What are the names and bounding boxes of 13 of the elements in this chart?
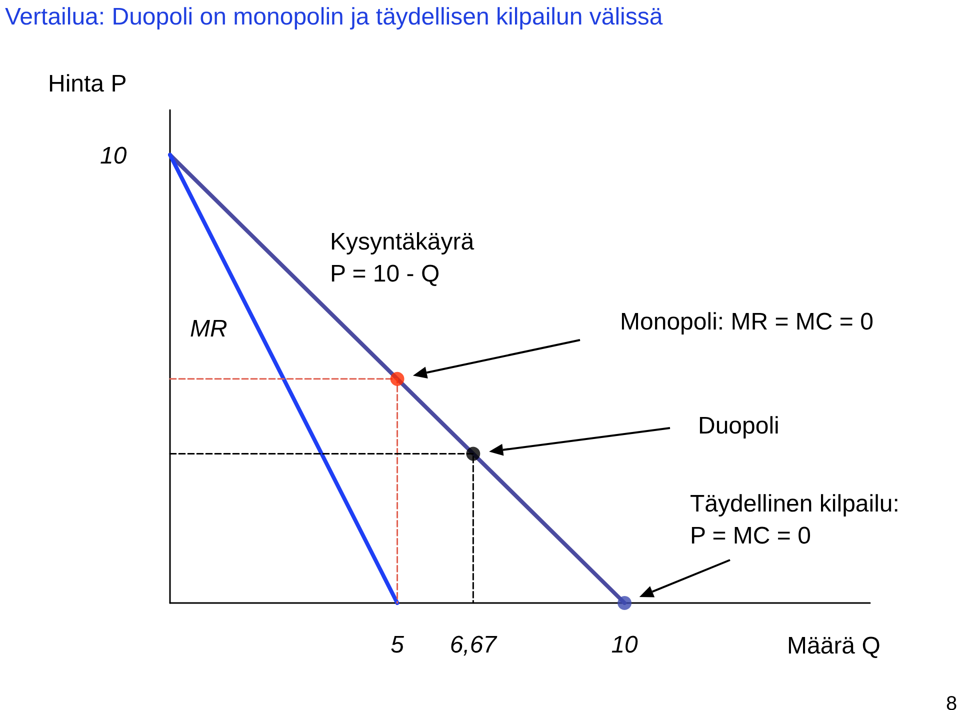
chart-title: Vertailua: Duopoli on monopolin ja täydellisen kilpailun välissä	[5, 4, 664, 30]
annotation: Monopoli: MR = MC = 0	[620, 308, 874, 336]
x-tick-label: 5	[390, 632, 405, 658]
x-axis-title: Määrä Q	[787, 632, 880, 660]
y-axis-title: Hinta P	[48, 70, 127, 98]
annotation: Duopoli	[698, 412, 780, 440]
text: 8	[946, 693, 958, 710]
x-tick-label: 10	[611, 632, 639, 658]
annotation: MR	[190, 316, 228, 342]
annotation: Täydellinen kilpailu: P = MC = 0	[690, 490, 900, 550]
x-tick-label: 6,67	[450, 632, 498, 658]
annotation: Kysyntäkäyrä P = 10 - Q	[330, 228, 475, 288]
text: 10	[100, 142, 128, 170]
